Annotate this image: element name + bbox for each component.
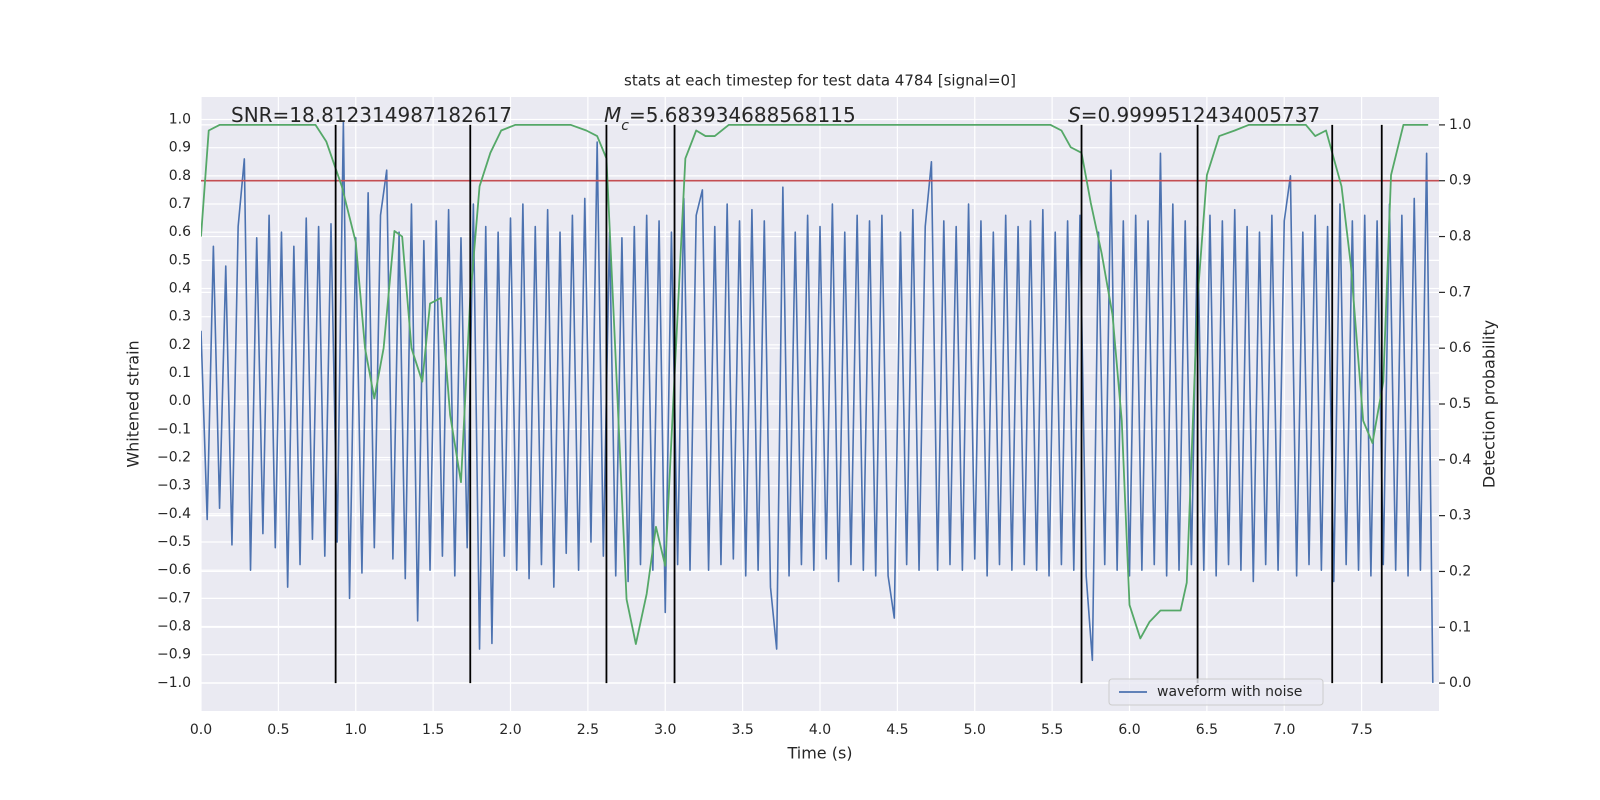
- y-tick-label: −0.1: [157, 421, 191, 437]
- x-tick-label: 3.5: [731, 722, 753, 738]
- x-tick-label: 0.0: [190, 722, 212, 738]
- y-tick-label: −0.6: [157, 562, 191, 578]
- legend-box: [1108, 678, 1324, 706]
- y-tick-label: −0.2: [157, 450, 191, 466]
- x-tick-label: 2.5: [577, 722, 599, 738]
- y2-tick-label: 0.3: [1449, 508, 1471, 524]
- annotation-part: =5.683934688568115: [629, 103, 856, 127]
- x-tick-label: 1.0: [345, 722, 367, 738]
- annotation: S=0.9999512434005737: [1068, 103, 1320, 127]
- x-tick-label: 3.0: [654, 722, 676, 738]
- y-tick-label: 0.3: [169, 309, 191, 325]
- y2-tick-label: 1.0: [1449, 117, 1471, 133]
- annotation-part: =0.9999512434005737: [1081, 103, 1320, 127]
- y2-tick-label: 0.1: [1449, 619, 1471, 635]
- y-tick-label: 0.8: [169, 168, 191, 184]
- y-axis-label: Whitened strain: [124, 340, 143, 467]
- legend-label: waveform with noise: [1157, 684, 1302, 700]
- x-tick-label: 6.0: [1118, 722, 1140, 738]
- y-tick-label: 0.5: [169, 252, 191, 268]
- y2-tick-label: 0.4: [1449, 452, 1471, 468]
- y-tick-label: 0.7: [169, 196, 191, 212]
- chart-title: stats at each timestep for test data 478…: [624, 72, 1016, 90]
- y-tick-label: −0.9: [157, 647, 191, 663]
- y2-tick-label: 0.6: [1449, 340, 1471, 356]
- x-axis-label: Time (s): [786, 744, 852, 763]
- series-line: [201, 121, 1434, 683]
- y2-tick-label: 0.7: [1449, 284, 1471, 300]
- x-tick-label: 4.0: [809, 722, 831, 738]
- x-tick-label: 1.5: [422, 722, 444, 738]
- x-tick-label: 6.5: [1196, 722, 1218, 738]
- y2-tick-label: 0.9: [1449, 173, 1471, 189]
- y2-axis-label: Detection probability: [1480, 320, 1499, 488]
- y-tick-label: 0.0: [169, 393, 191, 409]
- x-tick-label: 7.0: [1273, 722, 1295, 738]
- y-tick-label: 0.2: [169, 337, 191, 353]
- y-tick-label: −0.8: [157, 619, 191, 635]
- y-tick-label: 0.9: [169, 140, 191, 156]
- y-tick-label: −0.4: [157, 506, 191, 522]
- x-tick-label: 7.5: [1350, 722, 1372, 738]
- plot-content: [201, 121, 1439, 683]
- x-tick-label: 5.0: [964, 722, 986, 738]
- annotation-part: M: [604, 103, 621, 127]
- y-tick-label: 0.4: [169, 281, 191, 297]
- x-tick-label: 2.0: [499, 722, 521, 738]
- y-tick-label: −1.0: [157, 675, 191, 691]
- x-tick-label: 5.5: [1041, 722, 1063, 738]
- x-tick-label: 0.5: [267, 722, 289, 738]
- y-tick-label: 0.6: [169, 224, 191, 240]
- y2-tick-label: 0.8: [1449, 229, 1471, 245]
- y-tick-label: −0.3: [157, 478, 191, 494]
- y2-tick-label: 0.0: [1449, 675, 1471, 691]
- y-tick-label: −0.7: [157, 590, 191, 606]
- y2-tick-label: 0.2: [1449, 563, 1471, 579]
- x-tick-label: 4.5: [886, 722, 908, 738]
- y2-tick-label: 0.5: [1449, 396, 1471, 412]
- annotation-part: S: [1068, 103, 1081, 127]
- annotation-part: SNR=18.812314987182617: [231, 103, 512, 127]
- series-line: [201, 124, 1429, 645]
- annotation: SNR=18.812314987182617: [231, 103, 512, 127]
- y-tick-label: 0.1: [169, 365, 191, 381]
- annotation-part: c: [621, 118, 629, 134]
- annotation: Mc=5.683934688568115: [604, 103, 856, 134]
- y-tick-label: 1.0: [169, 112, 191, 128]
- y-tick-label: −0.5: [157, 534, 191, 550]
